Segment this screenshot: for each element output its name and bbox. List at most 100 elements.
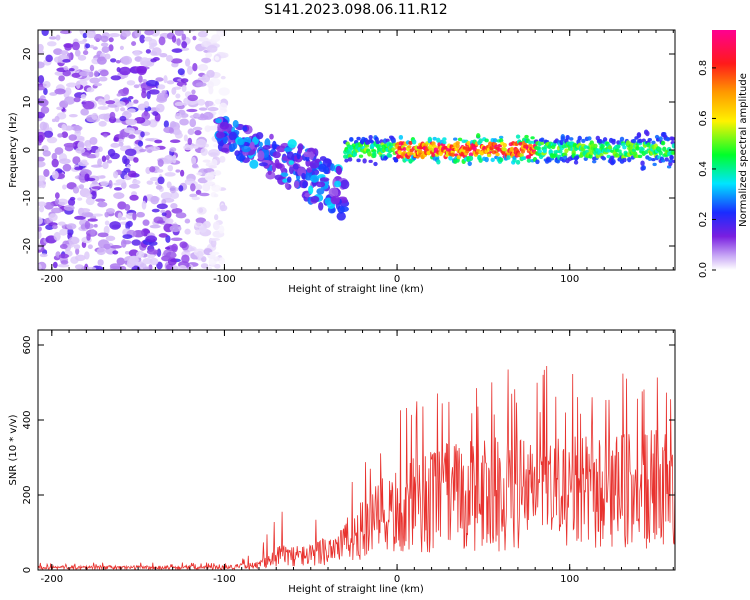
spectral-blob — [158, 36, 166, 46]
spectral-blob — [219, 204, 228, 212]
spectral-blob — [198, 37, 209, 42]
spectral-blob — [144, 30, 155, 36]
spectral-blob — [44, 201, 54, 210]
spectral-blob — [78, 184, 85, 190]
spectral-blob — [569, 137, 574, 141]
spectral-blob — [652, 162, 657, 167]
spectral-blob — [391, 147, 396, 151]
spectral-blob — [45, 54, 53, 63]
spectral-blob — [455, 143, 460, 149]
spectral-blob — [301, 172, 306, 180]
spectral-blob — [617, 149, 622, 153]
spectral-blob — [237, 138, 245, 146]
x-tick-label: 0 — [394, 274, 400, 285]
spectral-blob — [58, 75, 65, 82]
spectral-blob — [453, 137, 458, 141]
spectral-blob — [93, 224, 98, 228]
spectral-blob — [436, 137, 441, 143]
spectral-blob — [38, 175, 46, 182]
spectral-blob — [93, 83, 103, 87]
spectral-blob — [215, 131, 225, 139]
spectral-blob — [141, 200, 147, 210]
spectral-blob — [136, 211, 145, 218]
spectral-blob — [139, 263, 147, 268]
spectral-blob — [105, 208, 115, 214]
spectral-blob — [38, 156, 45, 162]
spectral-blob — [136, 65, 148, 74]
spectral-blob — [287, 139, 297, 149]
spectral-blob — [631, 138, 637, 144]
spectral-blob — [101, 99, 107, 106]
spectral-blob — [52, 261, 58, 269]
spectral-blob — [408, 140, 413, 146]
spectral-blob — [164, 93, 169, 99]
spectral-blob — [128, 96, 134, 100]
spectral-blob — [65, 82, 78, 88]
spectral-blob — [647, 157, 652, 161]
spectral-blob — [107, 104, 118, 108]
spectral-blob — [41, 30, 49, 37]
spectral-blob — [124, 127, 136, 134]
spectral-blob — [110, 142, 120, 148]
spectral-blob — [292, 163, 299, 170]
spectral-blob — [98, 200, 103, 208]
spectral-blob — [98, 113, 111, 120]
spectral-blob — [506, 154, 511, 160]
spectral-blob — [411, 139, 417, 145]
spectral-blob — [577, 135, 582, 141]
spectral-blob — [583, 156, 588, 161]
spectral-blob — [616, 143, 621, 149]
spectral-blob — [214, 55, 220, 61]
spectral-blob — [196, 172, 203, 176]
spectral-blob — [110, 245, 122, 249]
spectral-blob — [203, 111, 214, 120]
spectral-blob — [484, 138, 489, 143]
spectral-blob — [665, 137, 671, 142]
spectral-blob — [135, 250, 145, 259]
spectral-blob — [78, 71, 91, 77]
spectral-blob — [120, 216, 127, 221]
y-tick-label: 20 — [22, 48, 33, 61]
spectral-blob — [168, 127, 174, 134]
colorbar-tick-label: 0.8 — [698, 60, 709, 76]
spectral-blob — [152, 111, 159, 116]
spectral-blob — [179, 113, 189, 118]
snr-frame — [37, 329, 676, 571]
spectral-blob — [133, 50, 141, 56]
spectral-blob — [78, 208, 91, 213]
spectral-blob — [213, 193, 219, 198]
spectral-blob — [80, 108, 90, 116]
spectral-blob — [103, 133, 108, 138]
spectral-blob — [310, 174, 320, 183]
spectral-blob — [152, 57, 160, 61]
spectral-blob — [98, 76, 108, 82]
spectral-blob — [117, 201, 127, 210]
spectral-blob — [467, 161, 472, 167]
spectral-blob — [38, 134, 44, 143]
spectral-blob — [38, 201, 47, 207]
spectral-blob — [47, 41, 57, 47]
colorbar: 0.0 0.2 0.4 0.6 0.8 Normalized spectral ampl… — [698, 30, 749, 278]
spectral-blob — [209, 237, 221, 241]
spectral-blob — [87, 218, 98, 222]
spectral-blob — [185, 58, 191, 67]
spectral-blob — [486, 153, 492, 158]
colorbar-tick-label: 0.6 — [698, 110, 709, 126]
colorbar-gradient — [712, 30, 736, 270]
spectral-blob — [174, 101, 184, 107]
x-tick-label: 0 — [394, 574, 400, 585]
spectral-blob — [90, 164, 103, 168]
spectral-blob — [97, 232, 109, 238]
spectral-blob — [141, 111, 151, 120]
spectral-blob — [286, 151, 294, 160]
spectral-blob — [160, 192, 173, 200]
spectral-blob — [194, 130, 202, 136]
spectral-blob — [165, 55, 174, 62]
spectral-blob — [85, 43, 91, 49]
spectral-blob — [530, 136, 535, 140]
spectral-blob — [123, 110, 130, 115]
spectral-blob — [60, 260, 69, 265]
spectral-blob — [86, 233, 91, 241]
spectral-blob — [149, 166, 156, 173]
spectral-blob — [133, 157, 139, 163]
